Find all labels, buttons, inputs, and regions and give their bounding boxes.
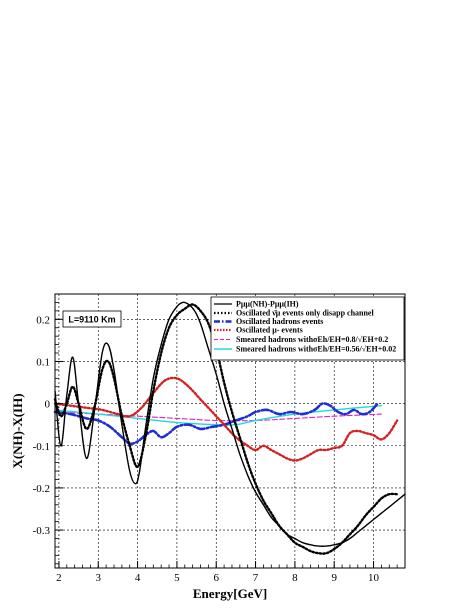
legend-label-4: Oscillated μ- events (236, 326, 303, 335)
annotation-frame (62, 310, 122, 328)
series-line-6 (54, 405, 383, 426)
legend-entry-3: Oscillated hadrons events (214, 317, 323, 326)
legend-entry-5: Smeared hadrons withσEh/EH=0.8/√EH+0.2 (214, 335, 388, 344)
plot-frame (54, 293, 406, 569)
y-tick-label: -0.3 (33, 525, 51, 537)
x-tick-label: 2 (56, 572, 62, 584)
series-line-4 (53, 376, 399, 462)
x-tick-label: 4 (135, 572, 141, 584)
legend: Pμμ(NH)-Pμμ(IH) Oscillated ν̄μ events on… (210, 296, 405, 361)
y-tick-label: 0.1 (36, 356, 50, 368)
legend-entry-1: Pμμ(NH)-Pμμ(IH) (214, 300, 299, 309)
x-tick-label: 9 (331, 572, 337, 584)
annotation-label: L=9110 Km (68, 315, 115, 325)
legend-entry-2: Oscillated ν̄μ events only disapp channe… (214, 309, 374, 318)
legend-label-3: Oscillated hadrons events (236, 317, 323, 326)
series-layer (53, 301, 406, 555)
y-tick-label: -0.2 (33, 483, 50, 495)
annotation-box: L=9110 Km (62, 310, 122, 328)
x-tick-label: 7 (253, 572, 259, 584)
x-tick-label: 8 (292, 572, 298, 584)
series-line-1 (54, 301, 406, 547)
legend-label-1: Pμμ(NH)-Pμμ(IH) (236, 300, 299, 309)
x-tick-label: 3 (96, 572, 102, 584)
series-line-2 (53, 303, 399, 555)
x-axis-title: Energy[GeV] (193, 586, 267, 601)
y-tick-label: 0.2 (36, 314, 50, 326)
x-tick-label: 5 (174, 572, 180, 584)
y-tick-label: -0.1 (33, 441, 50, 453)
ticks: 2 3 4 5 6 7 8 9 10 0.2 0.1 0 -0.1 -0.2 -0.3 (33, 293, 406, 584)
y-axis-title: X(NH)-X(IH) (10, 393, 25, 468)
x-tick-label: 10 (368, 572, 380, 584)
legend-entry-6: Smeared hadrons withσEh/EH=0.56/√EH+0.02 (214, 345, 396, 354)
legend-label-5: Smeared hadrons withσEh/EH=0.8/√EH+0.2 (236, 335, 388, 344)
legend-entry-4: Oscillated μ- events (214, 326, 303, 335)
legend-frame (210, 296, 405, 361)
x-tick-label: 6 (213, 572, 219, 584)
legend-label-2: Oscillated ν̄μ events only disapp channe… (236, 309, 374, 318)
legend-label-6: Smeared hadrons withσEh/EH=0.56/√EH+0.02 (236, 345, 396, 354)
y-tick-label: 0 (45, 399, 51, 411)
